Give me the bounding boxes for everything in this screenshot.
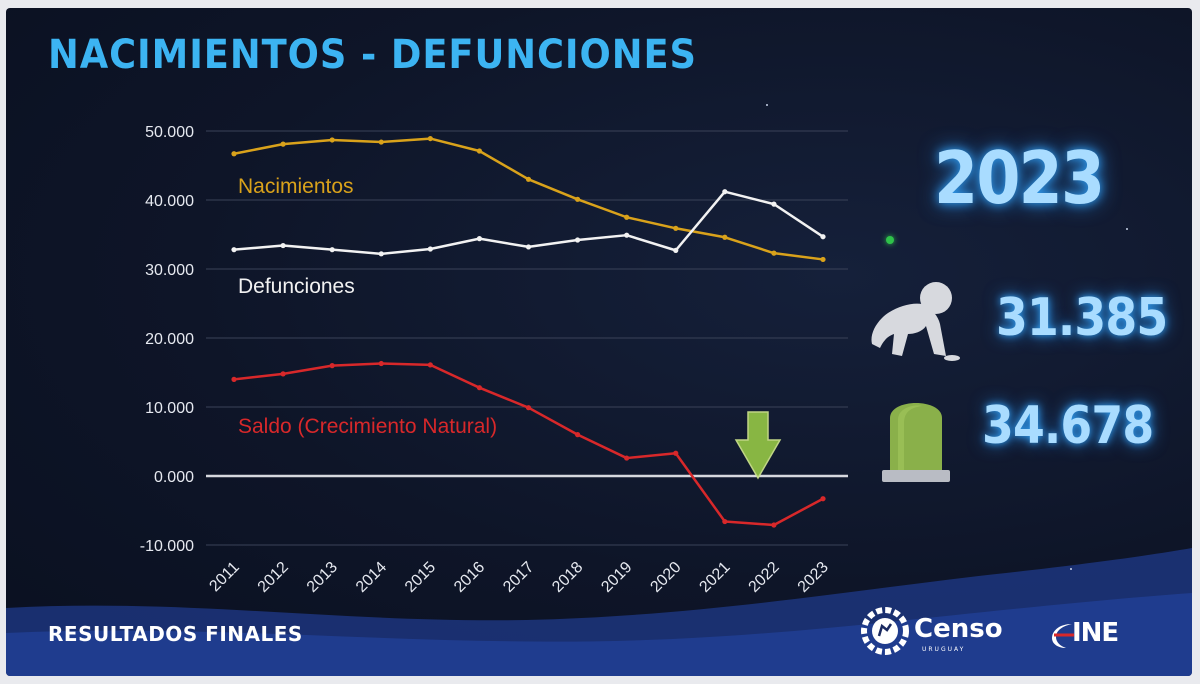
- decorative-dot: [886, 236, 894, 244]
- data-point: [476, 236, 483, 242]
- data-point: [378, 139, 384, 145]
- data-point: [476, 148, 483, 154]
- data-point: [673, 247, 679, 253]
- tombstone-icon: [882, 403, 950, 482]
- data-point: [673, 450, 679, 456]
- series-label-0: Nacimientos: [238, 175, 354, 198]
- censo-logo-text: Censo: [914, 614, 1003, 644]
- decorative-star: [1070, 568, 1072, 570]
- decorative-star: [1126, 228, 1128, 230]
- series-label-1: Defunciones: [238, 275, 355, 298]
- x-tick-label: 2020: [647, 559, 684, 596]
- footer-label: RESULTADOS FINALES: [48, 622, 303, 646]
- slide-frame: NACIMIENTOS - DEFUNCIONES 50.000 40.000 30…: [6, 8, 1192, 676]
- y-tick-label: 0.000: [154, 469, 194, 486]
- data-point: [427, 362, 433, 368]
- down-arrow-icon: [734, 411, 782, 480]
- y-tick-label: 20.000: [145, 331, 194, 348]
- x-tick-label: 2018: [549, 559, 586, 596]
- background-wave: [6, 548, 1192, 676]
- y-tick-label: 40.000: [145, 193, 194, 210]
- down-arrow-shape: [734, 411, 782, 480]
- x-tick-label: 2011: [206, 559, 242, 595]
- x-tick-label: 2017: [500, 559, 537, 596]
- data-point: [378, 251, 384, 257]
- x-tick-label: 2021: [696, 559, 733, 596]
- x-tick-label: 2023: [795, 559, 832, 596]
- y-tick-label: -10.000: [140, 538, 194, 555]
- data-point: [231, 247, 237, 253]
- x-tick-label: 2014: [353, 559, 390, 596]
- data-point: [280, 242, 286, 249]
- x-tick-label: 2016: [451, 559, 488, 596]
- y-tick-label: 50.000: [145, 124, 194, 141]
- data-point: [820, 256, 826, 263]
- ine-swoosh-icon: [1052, 624, 1074, 648]
- x-tick-label: 2015: [402, 559, 439, 596]
- data-point: [624, 214, 630, 220]
- data-point: [771, 250, 777, 256]
- data-point: [722, 234, 728, 240]
- data-point: [329, 247, 335, 253]
- data-point: [525, 405, 532, 411]
- page-title: NACIMIENTOS - DEFUNCIONES: [48, 32, 697, 78]
- series-lines: [231, 135, 826, 528]
- series-line-0: [233, 137, 824, 261]
- x-tick-label: 2013: [304, 559, 341, 596]
- data-point: [820, 496, 826, 502]
- data-point: [525, 244, 532, 250]
- data-point: [722, 518, 728, 525]
- data-point: [525, 176, 532, 182]
- y-tick-label: 10.000: [145, 400, 194, 417]
- deaths-value: 34.678: [982, 396, 1154, 456]
- ine-logo: INE: [1050, 616, 1150, 656]
- data-point: [673, 225, 679, 231]
- data-point: [231, 376, 237, 382]
- data-point: [280, 141, 286, 147]
- decorative-star: [766, 104, 768, 106]
- data-point: [574, 196, 581, 202]
- x-tick-label: 2019: [598, 559, 635, 596]
- data-point: [771, 522, 777, 528]
- data-point: [574, 432, 581, 438]
- data-point: [329, 363, 335, 369]
- data-point: [427, 246, 433, 252]
- data-point: [231, 151, 237, 157]
- data-point: [329, 137, 335, 143]
- x-tick-label: 2022: [746, 559, 783, 596]
- data-point: [624, 455, 630, 461]
- data-point: [476, 385, 483, 391]
- ine-logo-text: INE: [1072, 618, 1119, 648]
- crawling-baby-icon: [871, 282, 960, 361]
- data-point: [574, 237, 581, 243]
- censo-logo: Censo URUGUAY: [860, 606, 1020, 658]
- series-labels: Nacimientos Defunciones Saldo (Crecimiento…: [238, 175, 497, 438]
- censo-logo-subtext: URUGUAY: [922, 646, 966, 653]
- x-tick-label: 2012: [255, 559, 292, 596]
- data-point: [820, 234, 826, 240]
- data-point: [722, 189, 728, 195]
- data-point: [771, 201, 777, 207]
- grid-lines: [206, 130, 848, 546]
- series-line-2: [233, 362, 824, 527]
- births-value: 31.385: [996, 288, 1168, 348]
- y-tick-label: 30.000: [145, 262, 194, 279]
- censo-gear-icon: [861, 607, 909, 655]
- data-point: [624, 232, 630, 238]
- data-point: [378, 360, 384, 367]
- line-chart: 50.000 40.000 30.000 20.000 10.000 0.000 -10.0…: [140, 124, 848, 596]
- data-point: [280, 371, 286, 377]
- series-label-2: Saldo (Crecimiento Natural): [238, 415, 497, 438]
- y-axis-ticks: 50.000 40.000 30.000 20.000 10.000 0.000 -10.0…: [140, 124, 194, 555]
- highlight-year: 2023: [934, 136, 1105, 220]
- data-point: [427, 135, 433, 142]
- x-axis-ticks: 2011 2012 2013 2014 2015 2016 2017 2018 2019 2020…: [206, 559, 831, 596]
